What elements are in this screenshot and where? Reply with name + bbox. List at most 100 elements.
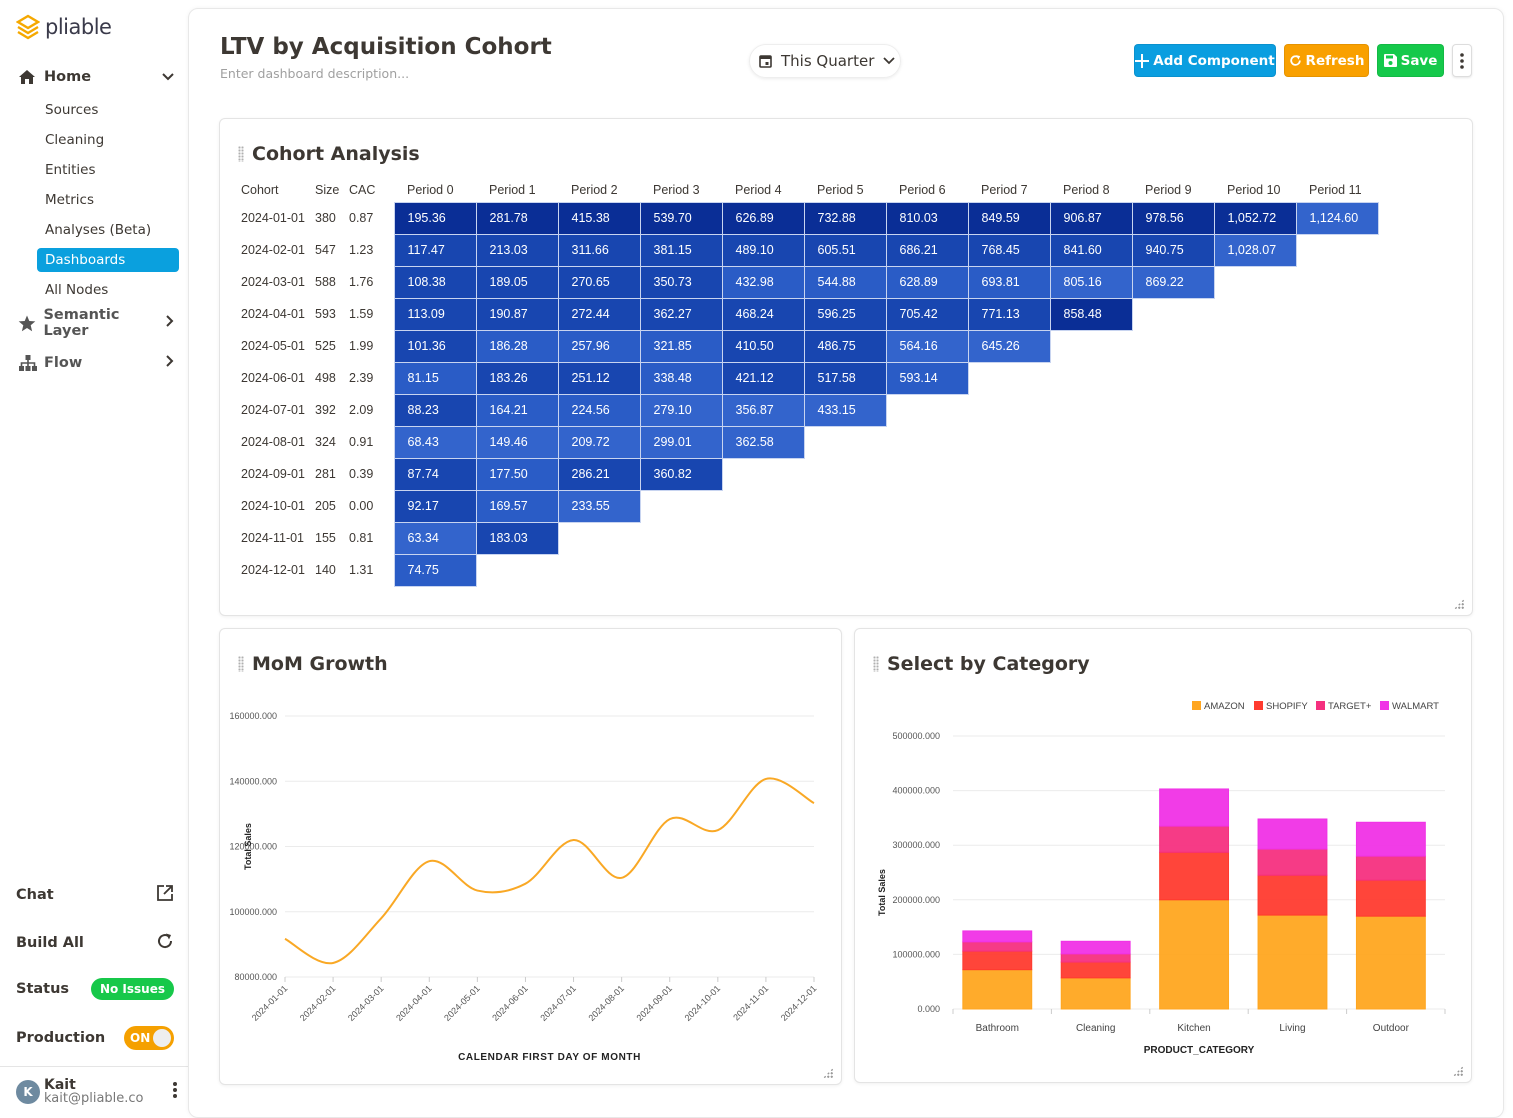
table-row: 2024-11-01 155 0.81 63.34 183.03: [241, 521, 1378, 555]
heatmap-cell: 841.60: [1049, 233, 1133, 267]
external-link-icon[interactable]: [156, 884, 174, 906]
sidebar-item-sources[interactable]: Sources: [45, 102, 99, 118]
empty-cell: [968, 362, 1050, 394]
sidebar-item-all-nodes[interactable]: All Nodes: [45, 282, 109, 298]
empty-cell: [1132, 394, 1214, 426]
resize-handle[interactable]: [1453, 1066, 1463, 1076]
refresh-icon[interactable]: [156, 932, 174, 954]
drag-handle-icon[interactable]: [238, 656, 244, 672]
table-row: 2024-05-01 525 1.99 101.36 186.28 257.96 321.8…: [241, 329, 1378, 363]
save-button[interactable]: Save: [1377, 44, 1444, 77]
x-tick-label: 2024-04-01: [394, 983, 434, 1023]
heatmap-cell: 771.13: [967, 297, 1051, 331]
heatmap-cell: 213.03: [475, 233, 559, 267]
column-header[interactable]: Period 7: [981, 182, 1028, 197]
plus-icon: [1135, 53, 1150, 68]
status-item: Status No Issues: [16, 978, 174, 1000]
heatmap-cell: 356.87: [721, 393, 805, 427]
drag-handle-icon[interactable]: [873, 656, 879, 672]
column-header[interactable]: Cohort: [241, 183, 279, 197]
date-range-dropdown[interactable]: This Quarter: [749, 44, 901, 78]
empty-cell: [1214, 362, 1296, 394]
empty-cell: [1296, 234, 1378, 266]
empty-cell: [1050, 330, 1132, 362]
sidebar-item-cleaning[interactable]: Cleaning: [45, 132, 105, 148]
description-input[interactable]: Enter dashboard description...: [220, 66, 410, 81]
bar-segment: [1159, 825, 1230, 853]
nav-home-label: Home: [44, 69, 92, 85]
column-header[interactable]: Period 11: [1309, 182, 1362, 197]
x-tick-label: Outdoor: [1373, 1023, 1410, 1034]
refresh-button[interactable]: Refresh: [1284, 44, 1369, 77]
empty-cell: [968, 522, 1050, 554]
bar-segment: [962, 930, 1033, 943]
cohort-table: Cohort Size CAC Period 0 Period 1 Period 2 Per…: [241, 178, 1379, 587]
heatmap-cell: 978.56: [1131, 201, 1215, 235]
empty-cell: [1296, 394, 1378, 426]
table-row: 2024-03-01 588 1.76 108.38 189.05 270.65 350.7…: [241, 265, 1378, 299]
user-profile[interactable]: K Kait kait@pliable.co: [16, 1078, 178, 1106]
page-title[interactable]: LTV by Acquisition Cohort: [220, 34, 552, 60]
column-header[interactable]: Period 3: [653, 182, 700, 197]
more-options-button[interactable]: [1452, 44, 1472, 77]
legend-swatch: [1380, 701, 1389, 710]
column-header[interactable]: Period 0: [407, 182, 454, 197]
cac-cell: 2.39: [349, 371, 374, 385]
empty-cell: [1296, 554, 1378, 586]
chevron-right-icon[interactable]: [166, 315, 174, 331]
sidebar-item-metrics[interactable]: Metrics: [45, 192, 95, 208]
empty-cell: [1214, 298, 1296, 330]
column-header[interactable]: Period 6: [899, 182, 946, 197]
empty-cell: [722, 554, 804, 586]
heatmap-cell: 1,124.60: [1295, 201, 1379, 235]
cohort-cell: 2024-10-01: [241, 499, 305, 513]
drag-handle-icon[interactable]: [238, 146, 244, 162]
sidebar-item-entities[interactable]: Entities: [45, 162, 96, 178]
size-cell: 205: [315, 499, 336, 513]
status-badge[interactable]: No Issues: [90, 978, 174, 1000]
refresh-label: Refresh: [1305, 52, 1365, 69]
bar-segment: [1355, 821, 1426, 857]
legend-swatch: [1316, 701, 1325, 710]
sidebar-item-analyses[interactable]: Analyses (Beta): [45, 222, 152, 238]
add-component-button[interactable]: Add Component: [1134, 44, 1276, 77]
nav-flow[interactable]: Flow: [18, 352, 178, 374]
heatmap-cell: 149.46: [475, 425, 559, 459]
column-header[interactable]: Period 8: [1063, 182, 1110, 197]
empty-cell: [1214, 522, 1296, 554]
x-tick-label: Bathroom: [976, 1023, 1019, 1034]
column-header[interactable]: CAC: [349, 183, 376, 197]
size-cell: 392: [315, 403, 336, 417]
heatmap-cell: 224.56: [557, 393, 641, 427]
table-row: 2024-07-01 392 2.09 88.23 164.21 224.56 279.10…: [241, 393, 1378, 427]
empty-cell: [1132, 426, 1214, 458]
x-tick-label: 2024-11-01: [731, 983, 770, 1022]
column-header[interactable]: Period 5: [817, 182, 864, 197]
mom-growth-chart: 80000.000 100000.000 120000.000 140000.000 1…: [229, 711, 818, 1063]
logo[interactable]: pliable: [16, 14, 112, 40]
production-toggle[interactable]: ON: [124, 1026, 174, 1050]
heatmap-cell: 645.26: [967, 329, 1051, 363]
user-menu-icon[interactable]: [172, 1081, 178, 1103]
resize-handle[interactable]: [1454, 599, 1464, 609]
chat-item[interactable]: Chat: [16, 884, 174, 906]
column-header[interactable]: Period 2: [571, 182, 618, 197]
sidebar-item-dashboards[interactable]: Dashboards: [37, 248, 179, 272]
heatmap-cell: 564.16: [885, 329, 969, 363]
resize-handle[interactable]: [823, 1068, 833, 1078]
nav-semantic-layer[interactable]: Semantic Layer: [18, 307, 178, 339]
build-all-item[interactable]: Build All: [16, 932, 174, 954]
legend-label: TARGET+: [1328, 701, 1372, 712]
heatmap-cell: 108.38: [393, 265, 477, 299]
heatmap-cell: 686.21: [885, 233, 969, 267]
avatar: K: [16, 1080, 40, 1104]
column-header[interactable]: Period 4: [735, 182, 782, 197]
chevron-right-icon[interactable]: [166, 355, 174, 371]
column-header[interactable]: Period 9: [1145, 182, 1192, 197]
heatmap-cell: 68.43: [393, 425, 477, 459]
column-header[interactable]: Period 1: [489, 182, 536, 197]
chevron-down-icon[interactable]: [162, 69, 174, 85]
column-header[interactable]: Period 10: [1227, 182, 1281, 197]
nav-home[interactable]: Home: [18, 66, 178, 88]
column-header[interactable]: Size: [315, 183, 340, 197]
